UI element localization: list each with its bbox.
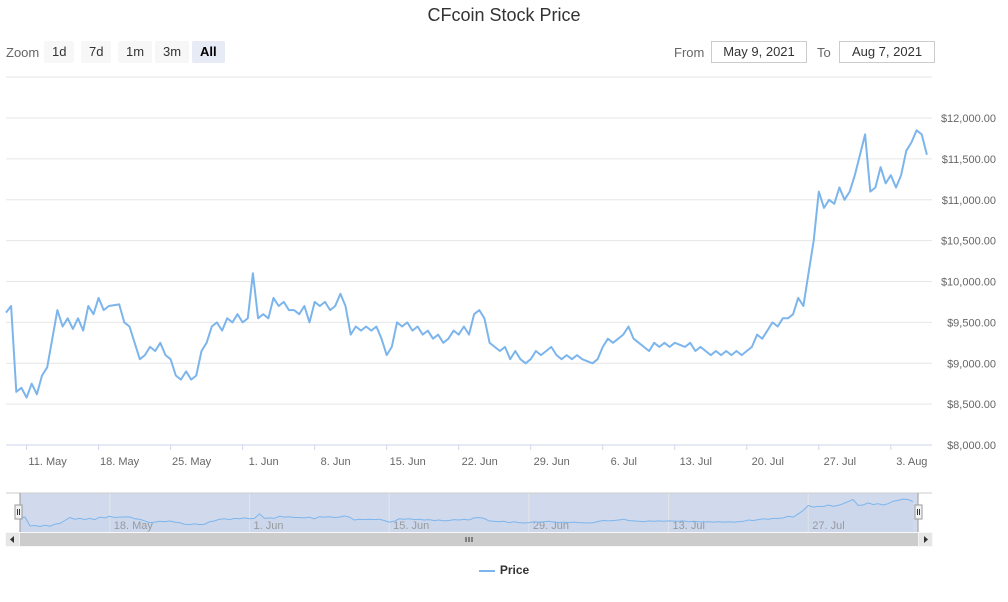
zoom-label: Zoom (6, 45, 40, 60)
legend-swatch (478, 569, 495, 572)
scroll-left-arrow-icon (10, 536, 14, 543)
navigator-tick-label: 29. Jun (533, 520, 569, 532)
price-series-line[interactable] (5, 129, 928, 399)
x-tick-label: 8. Jun (321, 456, 351, 468)
y-tick-label: $10,500.00 (941, 236, 996, 248)
y-tick-label: $11,000.00 (942, 195, 996, 207)
y-tick-label: $8,500.00 (947, 399, 996, 411)
x-tick-label: 27. Jul (824, 456, 856, 468)
chart-title: CFcoin Stock Price (427, 5, 581, 25)
navigator-series-line (19, 498, 914, 528)
x-tick-label: 20. Jul (752, 456, 784, 468)
y-tick-label: $11,500.00 (942, 154, 996, 166)
legend-item-price[interactable]: Price (0, 563, 1008, 577)
navigator-tick-label: 18. May (114, 520, 154, 532)
y-tick-label: $8,000.00 (947, 440, 996, 452)
navigator-mask[interactable] (20, 493, 918, 532)
zoom-7d-button[interactable]: 7d (81, 41, 112, 63)
x-tick-label: 15. Jun (390, 456, 426, 468)
navigator-tick-label: 27. Jul (812, 520, 844, 532)
navigator-tick-label: 13. Jul (673, 520, 705, 532)
scroll-right-arrow-icon (924, 536, 928, 543)
x-tick-label: 6. Jul (611, 456, 637, 468)
navigator-right-handle[interactable] (914, 504, 923, 520)
x-tick-label: 3. Aug (896, 456, 927, 468)
legend-label: Price (499, 563, 530, 577)
scrollbar (5, 532, 933, 547)
from-date-input[interactable]: May 9, 2021 (711, 41, 807, 63)
to-label: To (817, 45, 831, 60)
from-label: From (674, 45, 705, 60)
navigator-axis-labels: 18. May 1. Jun 15. Jun 29. Jun 13. Jul 27. Ju… (114, 520, 845, 532)
x-axis-labels: 11. May 18. May 25. May 1. Jun 8. Jun 15. Jun… (26, 445, 927, 468)
navigator-tick-label: 1. Jun (253, 520, 283, 532)
x-tick-label: 25. May (172, 456, 212, 468)
y-tick-label: $12,000.00 (941, 113, 996, 125)
navigator-left-handle[interactable] (14, 504, 23, 520)
navigator: 18. May 1. Jun 15. Jun 29. Jun 13. Jul 27. Ju… (6, 492, 932, 532)
y-tick-label: $9,000.00 (947, 358, 996, 370)
zoom-1m-button[interactable]: 1m (118, 41, 153, 63)
x-tick-label: 22. Jun (462, 456, 498, 468)
y-axis-labels: $8,000.00 $8,500.00 $9,000.00 $9,500.00 $10,… (941, 113, 996, 452)
zoom-all-button[interactable]: All (192, 41, 225, 63)
grid-lines (6, 76, 932, 405)
y-tick-label: $10,000.00 (941, 277, 996, 289)
x-tick-label: 18. May (100, 456, 140, 468)
x-tick-label: 13. Jul (680, 456, 712, 468)
navigator-tick-label: 15. Jun (393, 520, 429, 532)
x-tick-label: 11. May (28, 456, 67, 468)
navigator-series-area (20, 499, 913, 532)
zoom-1d-button[interactable]: 1d (44, 41, 75, 63)
x-tick-label: 1. Jun (249, 456, 279, 468)
y-tick-label: $9,500.00 (947, 317, 996, 329)
x-tick-label: 29. Jun (534, 456, 570, 468)
to-date-input[interactable]: Aug 7, 2021 (839, 41, 935, 63)
zoom-3m-button[interactable]: 3m (155, 41, 190, 63)
